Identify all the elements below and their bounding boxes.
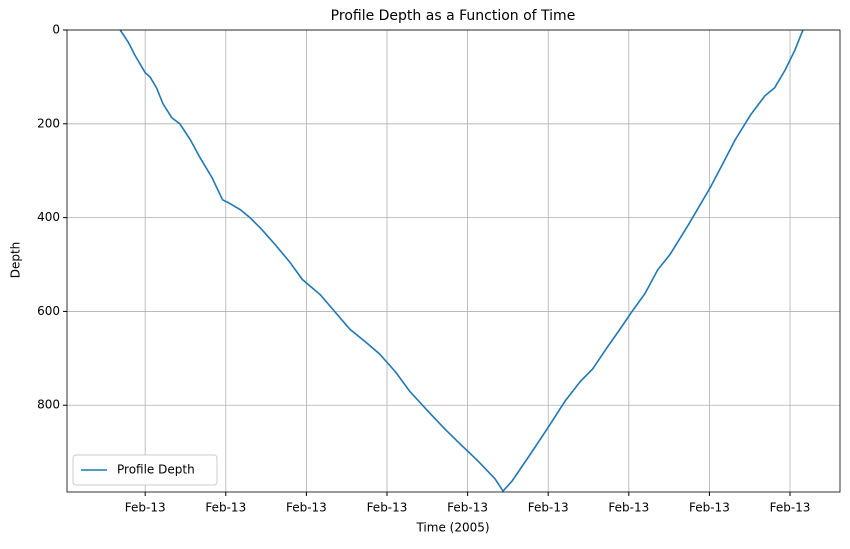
legend-label: Profile Depth	[117, 463, 195, 477]
axes-frame	[66, 29, 841, 493]
y-tick-label: 400	[37, 210, 60, 224]
x-tick-label: Feb-13	[608, 501, 649, 515]
y-axis-label: Depth	[9, 242, 23, 279]
x-tick-label: Feb-13	[528, 501, 569, 515]
x-axis-label: Time (2005)	[415, 521, 489, 535]
y-tick-label: 800	[37, 398, 60, 412]
legend-box	[72, 454, 218, 486]
x-tick-label: Feb-13	[447, 501, 488, 515]
chart-title: Profile Depth as a Function of Time	[331, 8, 576, 24]
x-tick-label: Feb-13	[689, 501, 730, 515]
data-line	[119, 29, 804, 493]
y-tick-label: 0	[52, 23, 60, 37]
x-tick-label: Feb-13	[770, 501, 811, 515]
x-tick-label: Feb-13	[367, 501, 408, 515]
x-tick-label: Feb-13	[286, 501, 327, 515]
x-tick-label: Feb-13	[125, 501, 166, 515]
x-tick-label: Feb-13	[205, 501, 246, 515]
y-tick-label: 600	[37, 304, 60, 318]
y-tick-label: 200	[37, 116, 60, 130]
